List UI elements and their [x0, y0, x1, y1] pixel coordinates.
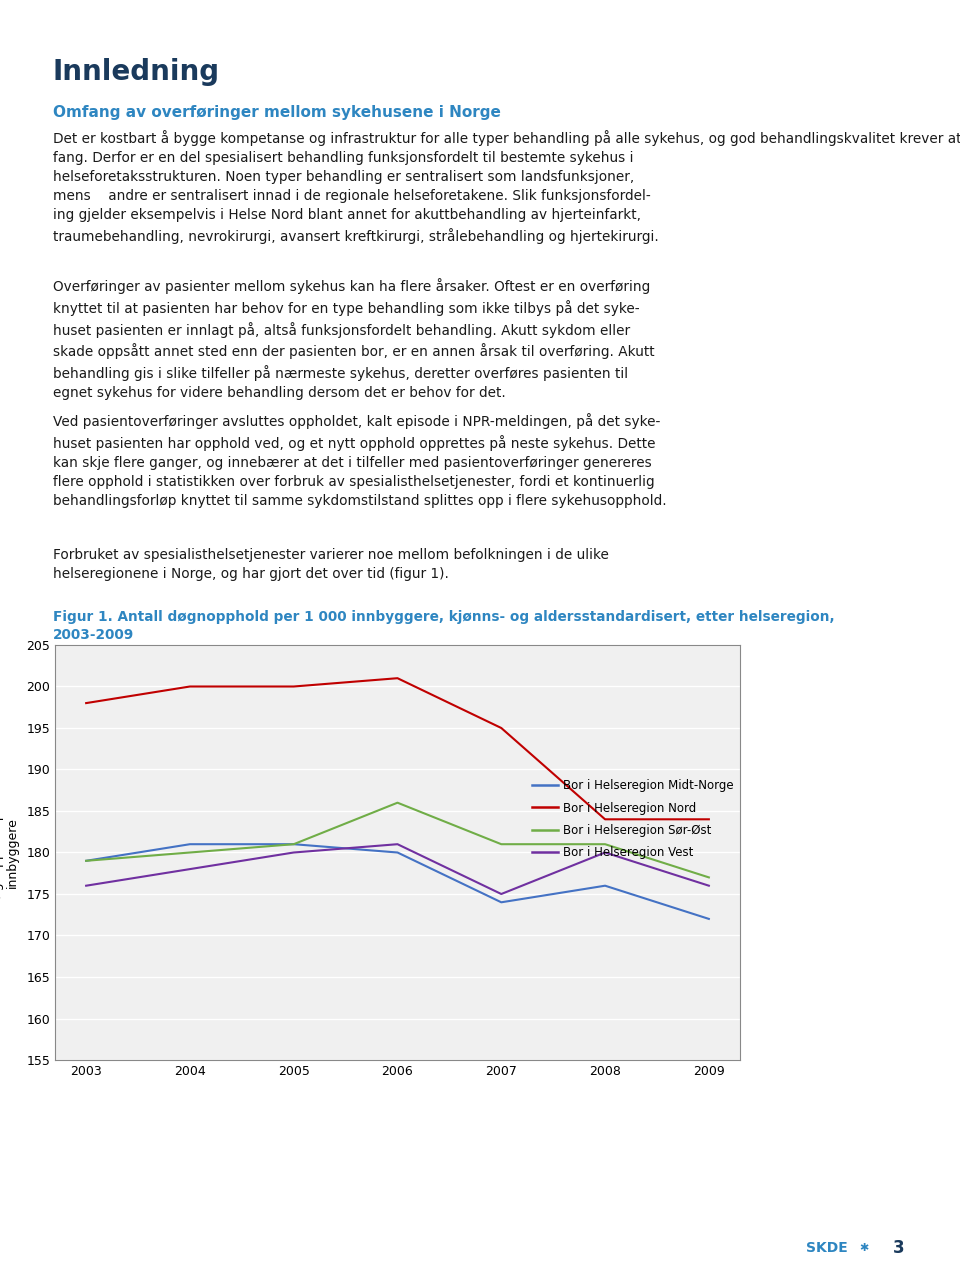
Text: ✱: ✱ — [859, 1243, 869, 1253]
Text: 2003-2009: 2003-2009 — [53, 628, 134, 642]
Text: Overføringer av pasienter mellom sykehus kan ha flere årsaker. Oftest er en over: Overføringer av pasienter mellom sykehus… — [53, 278, 655, 400]
Legend: Bor i Helseregion Midt-Norge, Bor i Helseregion Nord, Bor i Helseregion Sør-Øst,: Bor i Helseregion Midt-Norge, Bor i Hels… — [532, 779, 734, 859]
Y-axis label: Antall døgnopphold per 1 000
innbyggere: Antall døgnopphold per 1 000 innbyggere — [0, 760, 19, 946]
Text: Omfang av overføringer mellom sykehusene i Norge: Omfang av overføringer mellom sykehusene… — [53, 105, 501, 120]
Text: Det er kostbart å bygge kompetanse og infrastruktur for alle typer behandling på: Det er kostbart å bygge kompetanse og in… — [53, 130, 960, 244]
Text: Ved pasientoverføringer avsluttes oppholdet, kalt episode i NPR-meldingen, på de: Ved pasientoverføringer avsluttes opphol… — [53, 412, 666, 507]
Text: SKDE: SKDE — [806, 1241, 848, 1255]
Text: Innledning: Innledning — [53, 57, 220, 86]
Text: Forbruket av spesialisthelsetjenester varierer noe mellom befolkningen i de ulik: Forbruket av spesialisthelsetjenester va… — [53, 548, 609, 581]
Text: 3: 3 — [893, 1239, 904, 1257]
Text: Figur 1. Antall døgnopphold per 1 000 innbyggere, kjønns- og aldersstandardisert: Figur 1. Antall døgnopphold per 1 000 in… — [53, 610, 834, 624]
